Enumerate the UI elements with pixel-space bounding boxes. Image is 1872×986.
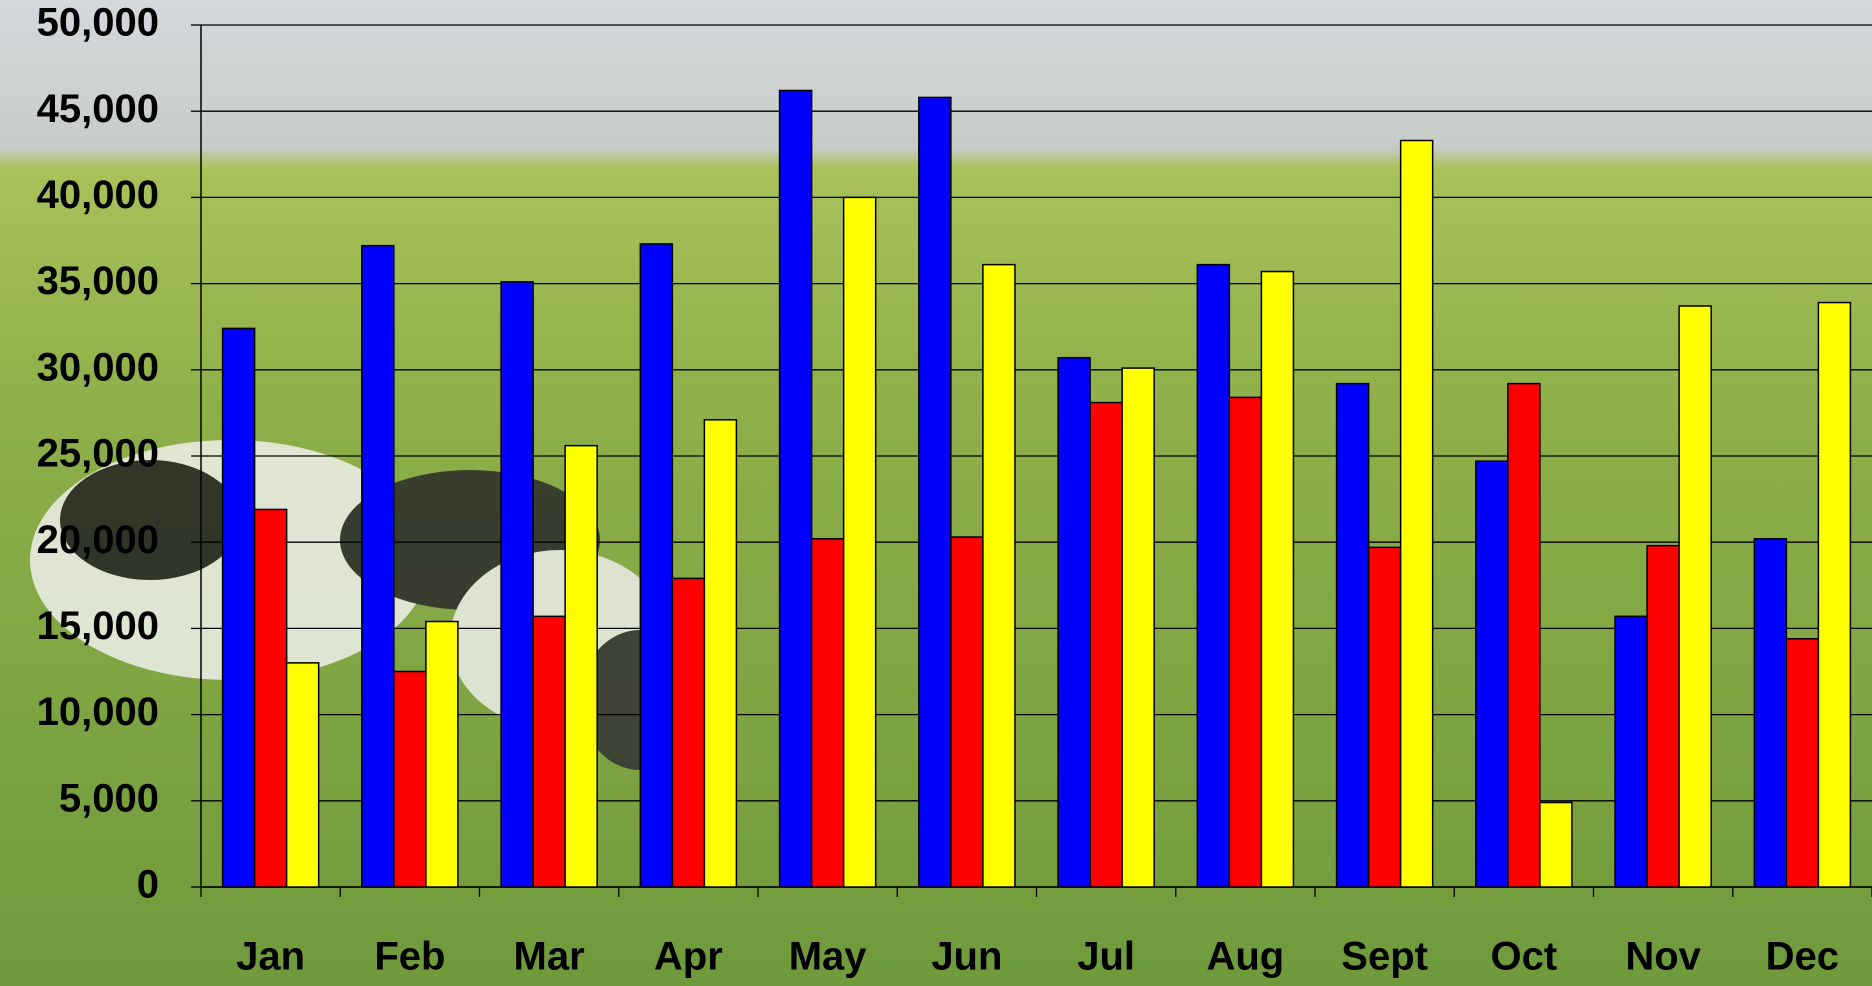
x-tick-label: May bbox=[789, 935, 868, 979]
x-tick-label: Nov bbox=[1625, 935, 1701, 979]
bar bbox=[844, 197, 876, 887]
bar bbox=[1058, 358, 1090, 887]
x-tick-label: Mar bbox=[514, 935, 585, 979]
bar bbox=[919, 97, 951, 887]
bar bbox=[1229, 397, 1261, 887]
bar bbox=[1647, 546, 1679, 887]
x-tick-label: Feb bbox=[374, 935, 445, 979]
bar bbox=[533, 616, 565, 887]
bar bbox=[1818, 303, 1850, 887]
bar bbox=[1122, 368, 1154, 887]
x-tick-label: Apr bbox=[654, 935, 723, 979]
bar bbox=[223, 328, 255, 887]
y-tick-label: 5,000 bbox=[59, 776, 159, 820]
y-tick-label: 25,000 bbox=[37, 432, 159, 476]
y-tick-label: 35,000 bbox=[37, 259, 159, 303]
bar bbox=[780, 91, 812, 887]
bar bbox=[1476, 461, 1508, 887]
bar bbox=[501, 282, 533, 887]
x-tick-label: Sept bbox=[1341, 935, 1428, 979]
bar bbox=[1754, 539, 1786, 887]
bar bbox=[426, 622, 458, 887]
x-tick-label: Oct bbox=[1491, 935, 1558, 979]
bar bbox=[565, 446, 597, 887]
bar bbox=[1786, 639, 1818, 887]
bar bbox=[1261, 272, 1293, 887]
bar bbox=[1090, 403, 1122, 887]
bar bbox=[1540, 803, 1572, 887]
y-tick-label: 50,000 bbox=[37, 1, 159, 45]
y-tick-label: 30,000 bbox=[37, 345, 159, 389]
x-tick-label: Dec bbox=[1766, 935, 1839, 979]
y-tick-label: 10,000 bbox=[37, 690, 159, 734]
bar bbox=[1508, 384, 1540, 887]
x-tick-label: Jan bbox=[236, 935, 305, 979]
bar bbox=[362, 246, 394, 887]
x-tick-label: Jun bbox=[931, 935, 1002, 979]
bar bbox=[672, 578, 704, 887]
bar bbox=[394, 672, 426, 888]
bar bbox=[1369, 547, 1401, 887]
y-tick-label: 40,000 bbox=[37, 173, 159, 217]
bar bbox=[951, 537, 983, 887]
bar bbox=[812, 539, 844, 887]
chart: 0 5,000 10,000 15,000 20,000 25,000 30,000 35,0… bbox=[0, 0, 1872, 986]
bar bbox=[983, 265, 1015, 887]
bar bbox=[640, 244, 672, 887]
y-tick-label: 45,000 bbox=[37, 87, 159, 131]
bar bbox=[1401, 141, 1433, 887]
x-tick-label: Jul bbox=[1077, 935, 1135, 979]
y-tick-label: 20,000 bbox=[37, 518, 159, 562]
x-tick-label: Aug bbox=[1206, 935, 1284, 979]
bar bbox=[1679, 306, 1711, 887]
bar bbox=[1337, 384, 1369, 887]
y-tick-label: 0 bbox=[137, 863, 159, 907]
bar bbox=[704, 420, 736, 887]
bar bbox=[1197, 265, 1229, 887]
bar bbox=[255, 509, 287, 887]
y-tick-label: 15,000 bbox=[37, 604, 159, 648]
bar bbox=[287, 663, 319, 887]
bar bbox=[1615, 616, 1647, 887]
